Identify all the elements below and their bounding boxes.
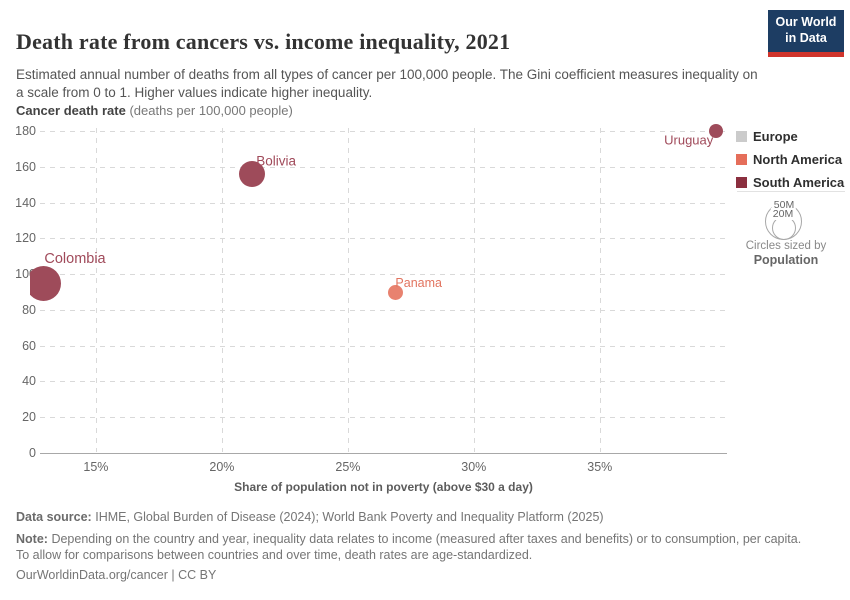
owid-logo[interactable]: Our World in Data [768, 10, 844, 52]
size-legend-caption-text: Circles sized by [745, 240, 827, 252]
data-source-text: IHME, Global Burden of Disease (2024); W… [95, 510, 604, 524]
gridline-y-60 [40, 345, 727, 347]
gridline-y-160 [40, 166, 727, 168]
data-point-label-bolivia[interactable]: Bolivia [256, 153, 296, 169]
legend-divider [737, 191, 845, 192]
gridline-y-0 [40, 453, 727, 454]
footer-note: Note: Depending on the country and year,… [16, 531, 816, 563]
gridline-x-15 [95, 128, 97, 452]
legend-swatch-north-america [736, 154, 747, 165]
data-point-uruguay[interactable] [708, 124, 723, 138]
legend-label-north-america: North America [753, 152, 843, 167]
citation-link[interactable]: OurWorldinData.org/cancer | CC BY [16, 568, 217, 582]
gridline-y-120 [40, 238, 727, 240]
legend-swatch-europe [736, 131, 747, 142]
x-tick-label-35: 35% [587, 460, 613, 474]
logo-accent-strip [768, 52, 844, 57]
y-tick-label-180: 180 [15, 124, 36, 138]
gridline-x-20 [221, 128, 223, 452]
y-tick-label-80: 80 [22, 302, 36, 317]
gridline-y-140 [40, 202, 727, 204]
data-point-label-colombia[interactable]: Colombia [44, 251, 106, 268]
y-tick-label-140: 140 [15, 195, 36, 210]
gridline-y-80 [40, 309, 727, 311]
data-point-panama[interactable] [388, 284, 404, 300]
gridline-x-30 [473, 128, 475, 452]
note-text: Depending on the country and year, inequ… [16, 532, 802, 562]
gridline-y-100 [40, 274, 727, 276]
y-axis-title-unit: (deaths per 100,000 people) [129, 103, 293, 118]
x-tick-label-15: 15% [83, 460, 109, 474]
logo-line-2: in Data [785, 31, 827, 45]
gridline-y-40 [40, 381, 727, 383]
page-title: Death rate from cancers vs. income inequ… [16, 28, 511, 54]
x-axis-label: Share of population not in poverty (abov… [234, 480, 533, 494]
gridline-x-25 [347, 128, 349, 452]
size-legend-caption-bold: Population [753, 253, 819, 268]
logo-line-1: Our World [775, 15, 837, 30]
plot-area [30, 120, 735, 460]
y-tick-label-60: 60 [22, 338, 36, 353]
x-tick-label-20: 20% [209, 460, 235, 474]
y-tick-label-20: 20 [22, 410, 36, 425]
size-legend-caption: Circles sized by Population [726, 240, 846, 268]
y-axis-title: Cancer death rate (deaths per 100,000 pe… [16, 103, 293, 118]
legend-swatch-south-america [736, 177, 747, 188]
y-axis-title-main: Cancer death rate [16, 103, 126, 118]
note-label: Note: [16, 532, 48, 546]
data-point-label-uruguay[interactable]: Uruguay [664, 132, 714, 148]
gridline-x-35 [599, 128, 601, 452]
legend-item-north-america[interactable]: North America [736, 152, 850, 167]
gridline-y-180 [40, 131, 727, 132]
footer-data-source: Data source: IHME, Global Burden of Dise… [16, 509, 826, 525]
legend: Europe North America South America [736, 129, 850, 198]
data-point-label-panama[interactable]: Panama [395, 276, 442, 290]
data-point-colombia[interactable] [30, 265, 61, 301]
legend-label-europe: Europe [753, 129, 798, 144]
data-point-bolivia[interactable] [239, 160, 266, 187]
y-tick-label-0: 0 [29, 446, 36, 460]
chart-subtitle: Estimated annual number of deaths from a… [16, 66, 758, 101]
y-tick-label-160: 160 [15, 159, 36, 174]
data-source-label: Data source: [16, 510, 92, 524]
size-legend-inner-label: 20M [770, 208, 796, 220]
y-tick-label-120: 120 [15, 231, 36, 246]
y-tick-label-40: 40 [22, 374, 36, 389]
x-tick-label-25: 25% [335, 460, 361, 474]
gridline-y-20 [40, 417, 727, 419]
legend-item-south-america[interactable]: South America [736, 175, 850, 190]
x-tick-label-30: 30% [461, 460, 487, 474]
legend-label-south-america: South America [753, 175, 845, 190]
legend-item-europe[interactable]: Europe [736, 129, 850, 144]
